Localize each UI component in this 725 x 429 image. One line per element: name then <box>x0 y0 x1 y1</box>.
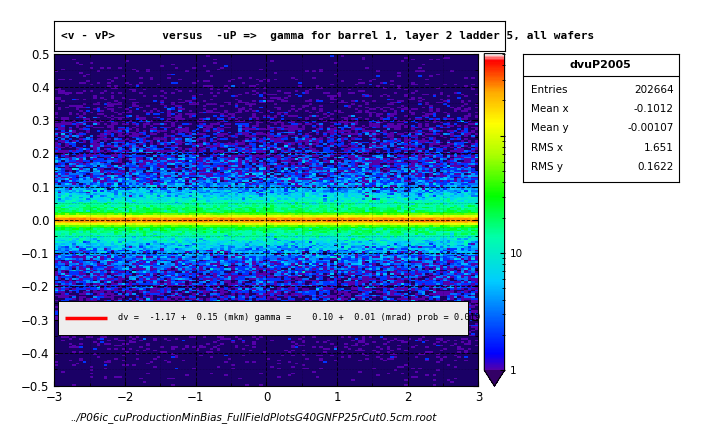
Text: -0.00107: -0.00107 <box>628 123 674 133</box>
Text: -0.1012: -0.1012 <box>634 104 674 114</box>
Text: Mean x: Mean x <box>531 104 568 114</box>
Text: 202664: 202664 <box>634 85 674 95</box>
Text: RMS x: RMS x <box>531 142 563 153</box>
Text: 1.651: 1.651 <box>644 142 674 153</box>
Text: dvuP2005: dvuP2005 <box>570 60 631 70</box>
Text: 2: 2 <box>555 54 563 63</box>
Text: dv =  -1.17 +  0.15 (mkm) gamma =    0.10 +  0.01 (mrad) prob = 0.019: dv = -1.17 + 0.15 (mkm) gamma = 0.10 + 0… <box>118 314 480 323</box>
Text: Entries: Entries <box>531 85 567 95</box>
Bar <box>58 301 468 335</box>
PathPatch shape <box>484 370 505 386</box>
Text: ../P06ic_cuProductionMinBias_FullFieldPlotsG40GNFP25rCut0.5cm.root: ../P06ic_cuProductionMinBias_FullFieldPl… <box>70 412 437 423</box>
Text: <v - vP>       versus  -uP =>  gamma for barrel 1, layer 2 ladder 5, all wafers: <v - vP> versus -uP => gamma for barrel … <box>61 31 594 42</box>
Text: RMS y: RMS y <box>531 162 563 172</box>
Text: Mean y: Mean y <box>531 123 568 133</box>
Text: 0.1622: 0.1622 <box>637 162 674 172</box>
